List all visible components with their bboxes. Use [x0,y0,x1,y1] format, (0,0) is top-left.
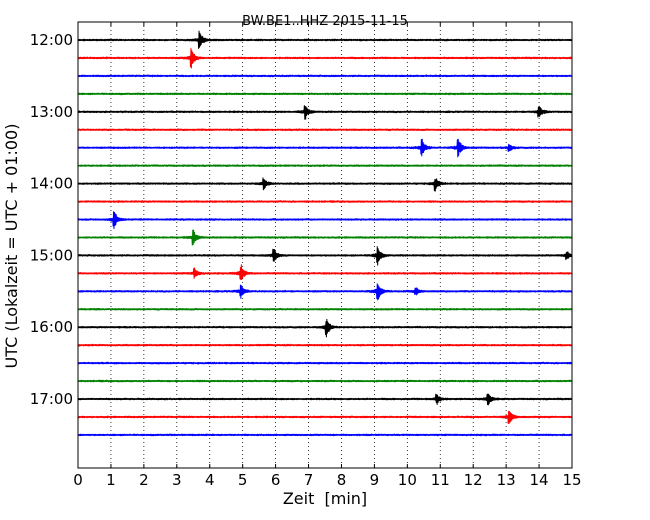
trace-1330 [77,138,573,158]
x-tick-label: 12 [464,471,483,489]
trace-line [77,307,573,311]
trace-1215 [77,47,573,69]
trace-1545 [77,307,573,311]
x-tick-label: 7 [304,471,314,489]
trace-line [77,343,573,347]
trace-line [77,177,573,192]
trace-line [77,211,573,230]
trace-1500 [77,246,573,266]
trace-line [77,128,573,132]
x-tick-label: 3 [172,471,182,489]
trace-line [77,393,573,406]
trace-1245 [77,92,573,96]
trace-1230 [77,74,573,78]
trace-line [77,246,573,266]
x-tick-label: 2 [139,471,149,489]
y-tick-label: 17:00 [30,390,73,408]
axes: 0 1 2 3 4 5 6 7 8 9 10 11 12 13 14 1512:0013:0014:0015:… [30,21,582,489]
y-tick-label: 12:00 [30,31,73,49]
trace-1700 [77,393,573,406]
x-tick-label: 8 [337,471,347,489]
x-tick-label: 15 [562,471,581,489]
trace-line [77,138,573,158]
trace-1645 [77,379,573,383]
y-tick-label: 13:00 [30,103,73,121]
x-tick-label: 11 [431,471,450,489]
trace-1730 [77,433,573,437]
trace-1615 [77,343,573,347]
x-tick-label: 0 [73,471,83,489]
trace-line [77,164,573,168]
trace-1415 [77,200,573,203]
trace-1315 [77,128,573,132]
trace-1345 [77,164,573,168]
trace-line [77,229,573,246]
seismic-traces [77,30,573,437]
y-tick-label: 14:00 [30,175,73,193]
trace-1400 [77,177,573,192]
trace-line [77,92,573,96]
x-axis-label: Zeit [min] [283,489,367,508]
y-tick-label: 15:00 [30,246,73,264]
x-tick-label: 1 [106,471,116,489]
x-tick-label: 13 [497,471,516,489]
trace-line [77,361,573,365]
x-tick-label: 14 [530,471,549,489]
trace-line [77,105,573,120]
x-tick-label: 6 [271,471,281,489]
plot-frame [77,21,573,469]
x-tick-label: 10 [398,471,417,489]
y-tick-label: 16:00 [30,318,73,336]
trace-1300 [77,105,573,120]
x-tick-label: 9 [370,471,380,489]
trace-1600 [77,318,573,338]
trace-line [77,264,573,281]
trace-1630 [77,361,573,365]
trace-line [77,47,573,69]
trace-1530 [77,283,573,301]
x-tick-label: 4 [205,471,215,489]
trace-line [77,433,573,437]
trace-line [77,74,573,78]
x-tick-label: 5 [238,471,248,489]
trace-line [77,318,573,338]
trace-1430 [77,211,573,230]
trace-line [77,200,573,203]
trace-1715 [77,410,573,425]
trace-1445 [77,229,573,246]
trace-1200 [77,30,573,49]
trace-1515 [77,264,573,281]
trace-line [77,283,573,301]
trace-line [77,410,573,425]
trace-line [77,379,573,383]
trace-line [77,30,573,49]
y-axis-label: UTC (Lokalzeit = UTC + 01:00) [2,124,21,369]
